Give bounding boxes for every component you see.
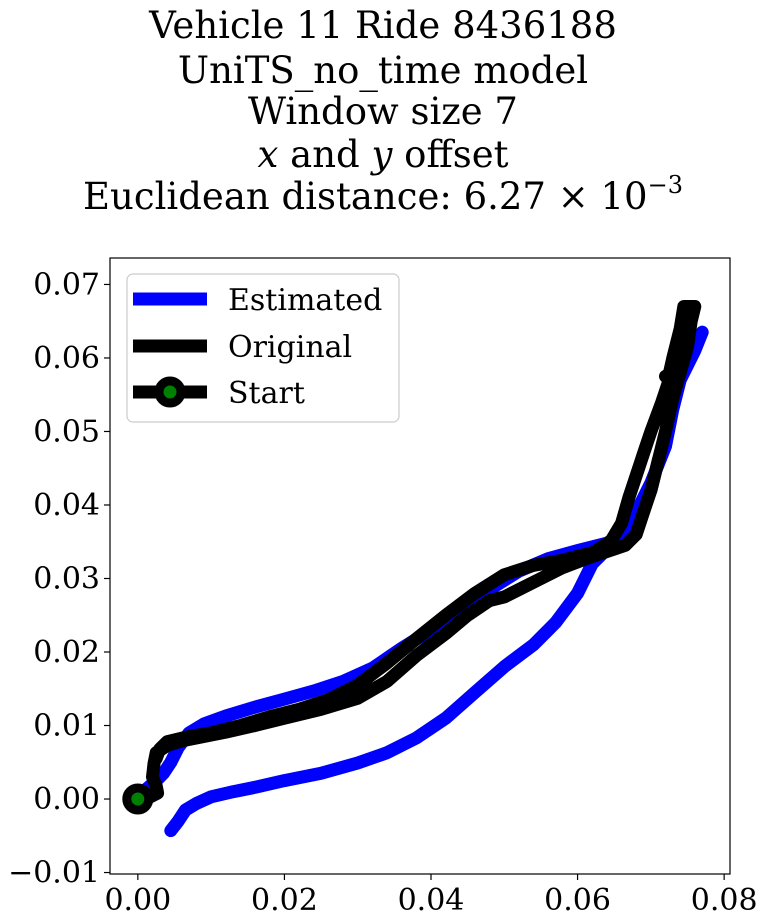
y-tick-label: 0.04 (33, 488, 100, 523)
legend-original-label: Original (228, 330, 352, 365)
chart-title-line-3: Window size 7 (0, 93, 766, 130)
x-tick-label: 0.06 (544, 883, 611, 918)
legend-start-marker (154, 376, 186, 408)
chart-title-line-4: x and y offset (0, 136, 766, 173)
title-exponent: −3 (647, 171, 683, 199)
title-and: and (278, 133, 372, 176)
x-tick-label: 0.02 (251, 883, 318, 918)
title-var-y: y (371, 133, 393, 176)
y-tick-label: 0.05 (33, 414, 100, 449)
plot-frame (109, 257, 731, 875)
series-layer (122, 300, 709, 838)
chart-title-line-5: Euclidean distance: 6.27 × 10−3 (0, 173, 766, 218)
y-tick-label: 0.02 (33, 635, 100, 670)
title-distance: Euclidean distance: 6.27 (83, 175, 546, 218)
legend-estimated-label: Estimated (228, 283, 382, 318)
chart-title-line-2: UniTS_no_time model (0, 52, 766, 89)
x-tick-label: 0.04 (398, 883, 465, 918)
start-marker (122, 783, 154, 815)
x-axis: 0.00 0.02 0.04 0.06 0.08 (104, 874, 758, 918)
y-tick-label: 0.07 (33, 267, 100, 302)
series-line-estimated (131, 325, 709, 838)
y-axis: −0.01 0.00 0.01 0.02 0.03 0.04 0.05 0.06 0.07 (8, 267, 110, 891)
title-text-2: UniTS_no_time model (177, 49, 589, 92)
title-times-ten: × 10 (545, 175, 648, 218)
y-tick-label: 0.00 (33, 782, 100, 817)
title-var-x: x (257, 133, 279, 176)
chart-title-line-1: Vehicle 11 Ride 8436188 (0, 7, 766, 44)
y-tick-label: 0.06 (33, 341, 100, 376)
x-tick-label: 0.00 (104, 883, 171, 918)
title-offset: offset (392, 133, 509, 176)
y-tick-label: 0.03 (33, 561, 100, 596)
x-tick-label: 0.08 (691, 883, 758, 918)
title-text-1: Vehicle 11 Ride 8436188 (149, 4, 617, 47)
y-tick-label: 0.01 (33, 709, 100, 744)
title-text-3: Window size 7 (248, 90, 518, 133)
legend-start-label: Start (228, 376, 305, 411)
legend: Estimated Original Start (126, 273, 400, 423)
y-tick-label: −0.01 (8, 856, 100, 891)
series-line-original (131, 300, 702, 806)
legend-box (126, 273, 400, 423)
